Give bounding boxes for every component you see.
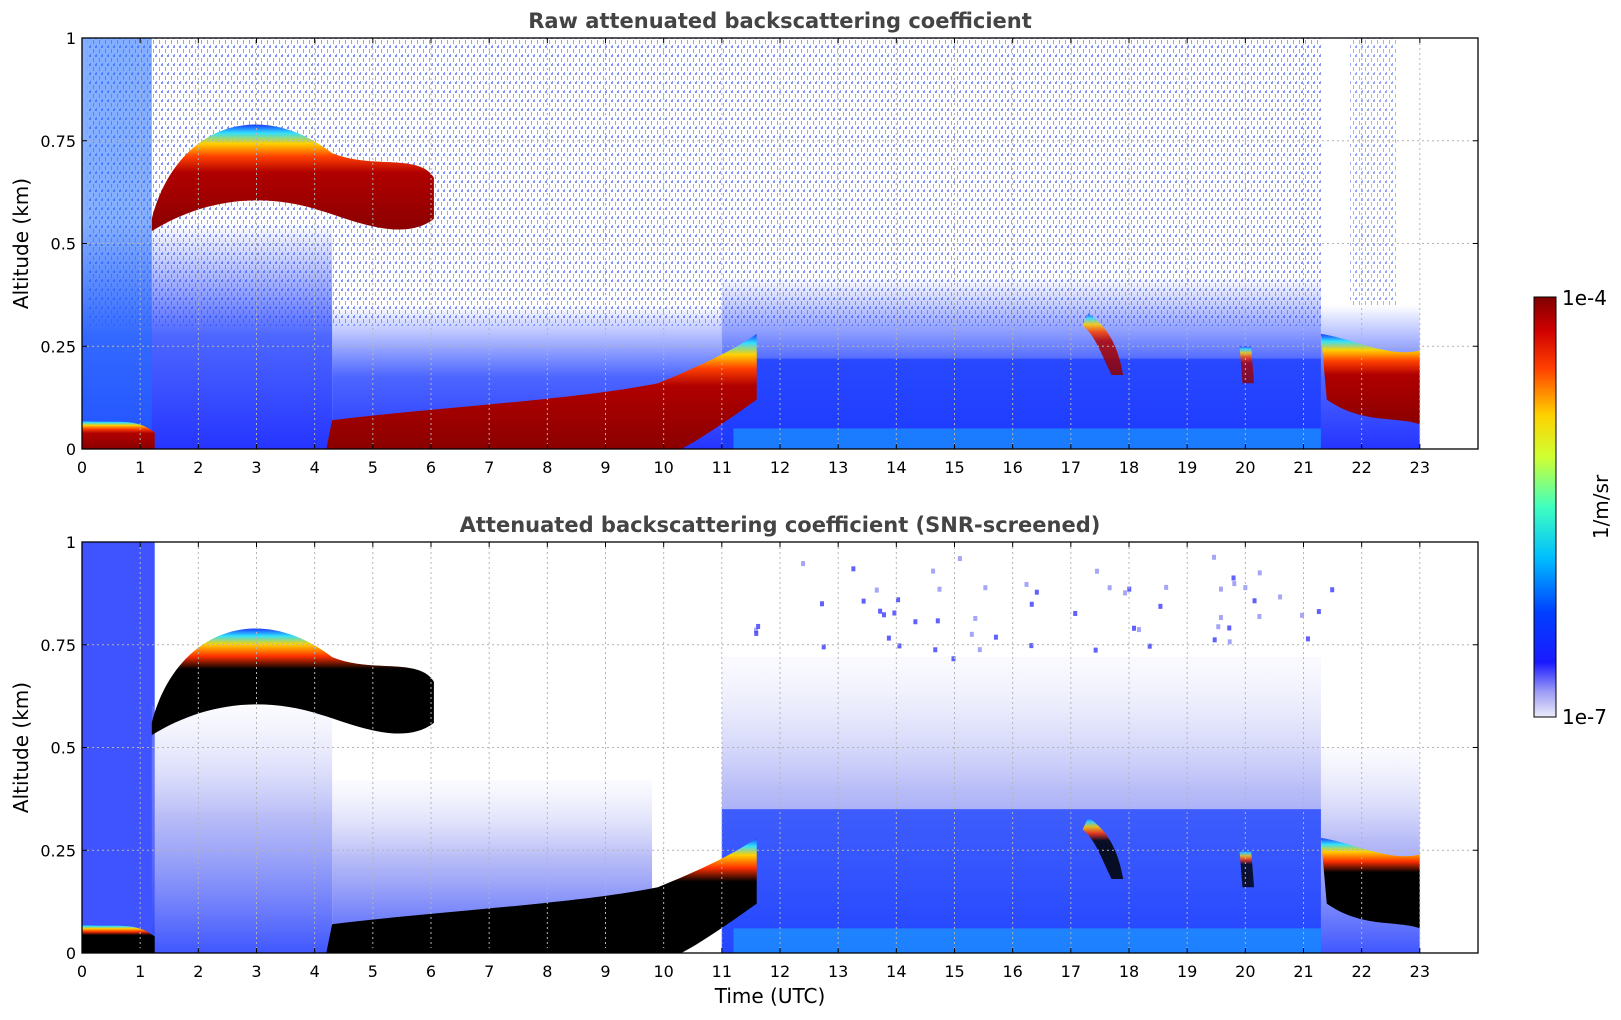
x-tick-label: 7 — [484, 962, 494, 981]
x-tick-label: 10 — [653, 458, 673, 477]
x-tick-label: 11 — [712, 458, 732, 477]
colorbar-unit-label: 1/m/sr — [1589, 474, 1613, 539]
colorbar-max-label: 1e-4 — [1562, 286, 1607, 310]
x-tick-label: 21 — [1293, 962, 1313, 981]
grid-lines — [82, 542, 1478, 953]
x-tick-label: 4 — [310, 458, 320, 477]
y-axis: 0 0.25 0.5 0.75 1 — [40, 29, 1478, 459]
panel-title: Raw attenuated backscattering coefficien… — [528, 9, 1032, 33]
cloud-feature — [1082, 817, 1124, 880]
x-tick-label: 12 — [770, 458, 790, 477]
x-tick-label: 4 — [310, 962, 320, 981]
x-tick-label: 22 — [1351, 458, 1371, 477]
elevated-aerosol-layer — [151, 628, 434, 736]
colorbar-gradient — [1533, 296, 1557, 718]
x-tick-label: 5 — [368, 458, 378, 477]
x-tick-label: 10 — [653, 962, 673, 981]
x-tick-label: 1 — [135, 962, 145, 981]
evening-layer — [1320, 837, 1420, 929]
colorbar-min-label: 1e-7 — [1562, 705, 1607, 729]
y-axis-label: Altitude (km) — [9, 682, 33, 813]
y-tick-label: 0.25 — [40, 841, 76, 860]
colorbar: 1e-4 1e-7 1/m/sr — [1533, 286, 1613, 729]
x-tick-label: 8 — [542, 458, 552, 477]
y-tick-label: 0.25 — [40, 337, 76, 356]
x-tick-label: 19 — [1177, 962, 1197, 981]
x-tick-label: 1 — [135, 458, 145, 477]
x-tick-label: 15 — [944, 458, 964, 477]
raw-backscatter-panel: Raw attenuated backscattering coefficien… — [9, 9, 1479, 477]
x-tick-label: 2 — [193, 458, 203, 477]
y-tick-label: 0.75 — [40, 132, 76, 151]
y-tick-label: 1 — [66, 533, 76, 552]
x-tick-label: 14 — [886, 962, 906, 981]
x-tick-label: 0 — [77, 962, 87, 981]
y-tick-label: 0 — [66, 440, 76, 459]
y-tick-label: 0.5 — [51, 739, 76, 758]
elevated-aerosol-layer — [151, 124, 434, 232]
y-tick-label: 1 — [66, 29, 76, 48]
boundary-layer — [326, 333, 757, 449]
x-tick-label: 6 — [426, 458, 436, 477]
x-tick-label: 17 — [1061, 458, 1081, 477]
x-tick-label: 9 — [600, 962, 610, 981]
x-tick-label: 13 — [828, 962, 848, 981]
x-tick-label: 3 — [251, 962, 261, 981]
x-tick-label: 6 — [426, 962, 436, 981]
x-tick-label: 21 — [1293, 458, 1313, 477]
x-tick-label: 14 — [886, 458, 906, 477]
heatmap-area — [82, 38, 1478, 449]
cloud-feature — [1239, 850, 1255, 888]
x-axis-label: Time (UTC) — [714, 984, 826, 1008]
y-tick-label: 0.5 — [51, 235, 76, 254]
snr-screened-panel: Attenuated backscattering coefficient (S… — [9, 513, 1479, 1008]
x-tick-label: 7 — [484, 458, 494, 477]
y-tick-label: 0 — [66, 944, 76, 963]
x-tick-label: 5 — [368, 962, 378, 981]
x-axis: 0 1 2 3 4 5 6 7 8 9 10 11 12 13 14 15 16 17 18 19 20 21 22 23 — [77, 542, 1430, 981]
cloud-feature — [1082, 313, 1124, 376]
x-tick-label: 23 — [1410, 962, 1430, 981]
x-tick-label: 15 — [944, 962, 964, 981]
x-tick-label: 2 — [193, 962, 203, 981]
cloud-feature — [1239, 346, 1255, 384]
x-tick-label: 9 — [600, 458, 610, 477]
y-tick-label: 0.75 — [40, 636, 76, 655]
panel-title: Attenuated backscattering coefficient (S… — [460, 513, 1101, 537]
boundary-layer — [326, 837, 757, 953]
x-tick-label: 16 — [1002, 962, 1022, 981]
x-tick-label: 23 — [1410, 458, 1430, 477]
x-tick-label: 8 — [542, 962, 552, 981]
surface-layer — [82, 924, 155, 953]
x-tick-label: 17 — [1061, 962, 1081, 981]
x-axis: 0 1 2 3 4 5 6 7 8 9 10 11 12 13 14 15 16 17 18 19 20 21 22 23 — [77, 38, 1430, 477]
y-axis: 0 0.25 0.5 0.75 1 — [40, 533, 1478, 963]
evening-layer — [1320, 333, 1420, 425]
x-tick-label: 19 — [1177, 458, 1197, 477]
x-tick-label: 3 — [251, 458, 261, 477]
x-tick-label: 11 — [712, 962, 732, 981]
x-tick-label: 18 — [1119, 458, 1139, 477]
x-tick-label: 20 — [1235, 458, 1255, 477]
surface-layer — [82, 420, 155, 449]
y-axis-label: Altitude (km) — [9, 178, 33, 309]
x-tick-label: 0 — [77, 458, 87, 477]
x-tick-label: 20 — [1235, 962, 1255, 981]
x-tick-label: 16 — [1002, 458, 1022, 477]
x-tick-label: 22 — [1351, 962, 1371, 981]
grid-lines — [82, 38, 1478, 449]
x-tick-label: 13 — [828, 458, 848, 477]
x-tick-label: 12 — [770, 962, 790, 981]
x-tick-label: 18 — [1119, 962, 1139, 981]
